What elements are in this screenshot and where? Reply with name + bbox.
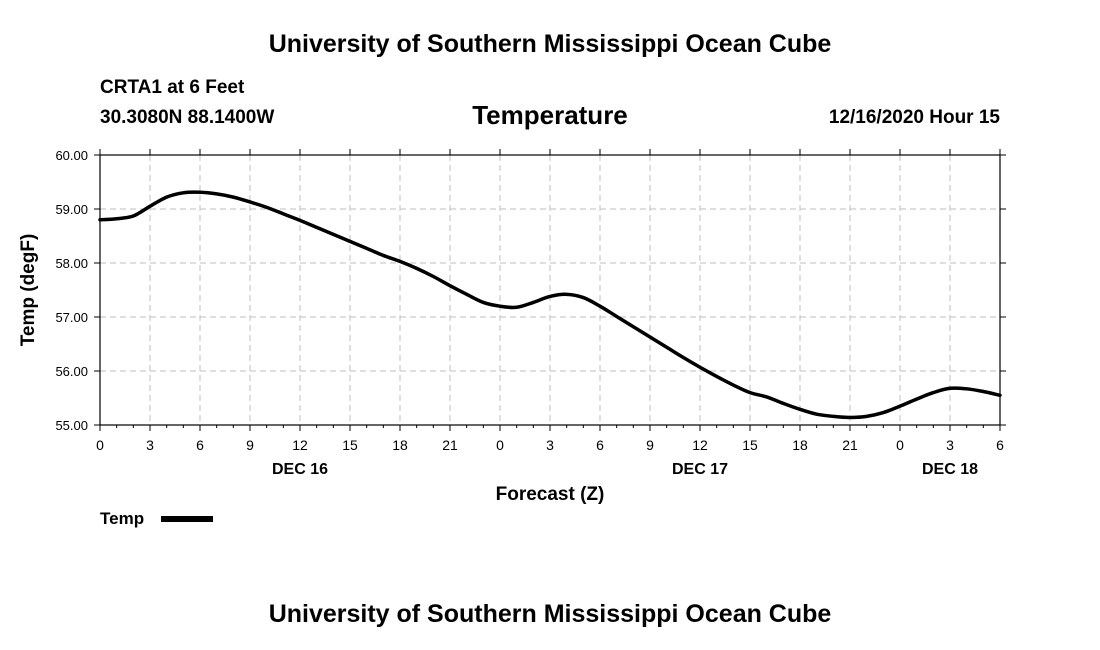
x-tick-label: 18 [792,437,808,453]
x-axis-label: Forecast (Z) [496,484,605,505]
y-tick-label: 59.00 [55,202,88,217]
station-coordinates: 30.3080N 88.1400W [100,107,275,128]
x-tick-label: 15 [342,437,358,453]
series-line-temp [98,190,1002,420]
x-tick-label: 18 [392,437,408,453]
x-tick-label: 6 [596,437,604,453]
y-tick-label: 56.00 [55,364,88,379]
station-name: CRTA1 at 6 Feet [100,77,245,98]
legend-label: Temp [100,509,145,528]
chart-grid [100,155,1000,425]
y-tick-label: 60.00 [55,148,88,163]
x-tick-label: 12 [692,437,708,453]
axis-ticks: 55.00 56.00 57.00 58.00 59.00 60.00 0 3 6 9 12 15 18… [55,148,1006,478]
x-tick-label: 9 [246,437,254,453]
page-title-bottom: University of Southern Mississippi Ocean… [268,600,832,628]
forecast-datetime: 12/16/2020 Hour 15 [828,107,1000,128]
x-tick-label: 3 [146,437,154,453]
x-tick-label: 21 [842,437,858,453]
x-tick-label: 0 [96,437,104,453]
y-tick-label: 58.00 [55,256,88,271]
y-axis-label: Temp (degF) [18,234,39,347]
x-day-label: DEC 17 [672,461,728,478]
x-day-label: DEC 16 [272,461,328,478]
y-tick-label: 55.00 [55,418,88,433]
x-tick-label: 6 [996,437,1004,453]
x-tick-label: 3 [946,437,954,453]
legend-swatch-temp [161,516,213,522]
page-title-top: University of Southern Mississippi Ocean… [268,30,832,58]
x-tick-label: 0 [896,437,904,453]
x-tick-label: 9 [646,437,654,453]
x-tick-label: 12 [292,437,308,453]
x-tick-label: 15 [742,437,758,453]
y-tick-label: 57.00 [55,310,88,325]
chart-title: Temperature [472,100,628,130]
x-tick-label: 3 [546,437,554,453]
x-tick-label: 0 [496,437,504,453]
x-tick-label: 21 [442,437,458,453]
x-day-label: DEC 18 [922,461,978,478]
x-tick-label: 6 [196,437,204,453]
